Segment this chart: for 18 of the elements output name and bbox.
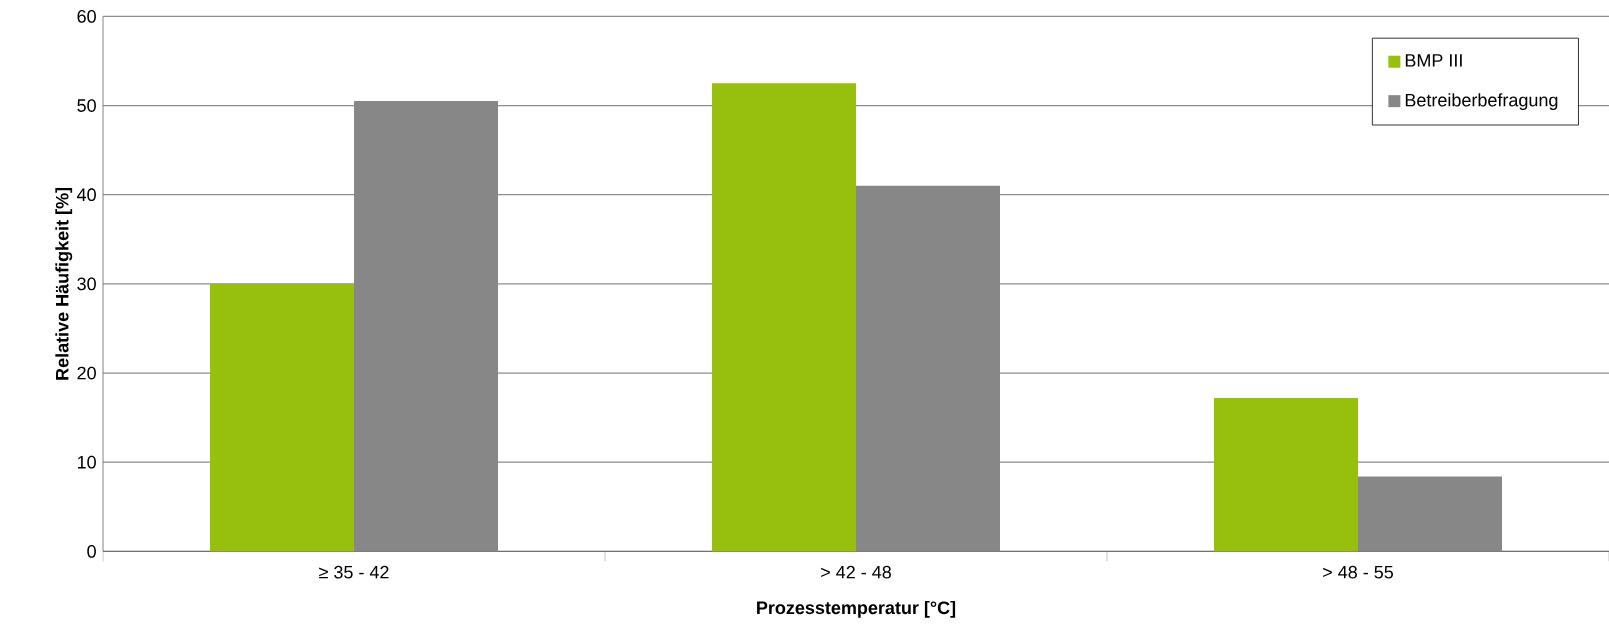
y-tick-label: 0	[87, 545, 96, 558]
x-tick-label: ≥ 35 - 42	[319, 565, 389, 579]
bar	[210, 283, 355, 552]
x-tick-label: > 42 - 48	[821, 565, 891, 579]
x-tick-label: > 48 - 55	[1323, 565, 1394, 579]
legend-label: Betreiberbefragung	[1405, 93, 1558, 111]
y-tick-label: 10	[77, 455, 96, 469]
y-axis-title: Relative Häufigkeit [%]	[55, 187, 73, 380]
y-tick-label: 50	[77, 99, 96, 112]
y-tick-label: 30	[77, 277, 96, 291]
legend-label: BMP III	[1405, 54, 1462, 67]
bar	[1214, 398, 1359, 552]
y-tick-label: 20	[77, 366, 96, 380]
bar	[1358, 476, 1503, 552]
x-axis-title: Prozesstemperatur [°C]	[757, 600, 956, 618]
y-tick-label: 40	[77, 188, 96, 202]
bar	[712, 83, 857, 552]
y-tick-label: 60	[77, 10, 96, 23]
